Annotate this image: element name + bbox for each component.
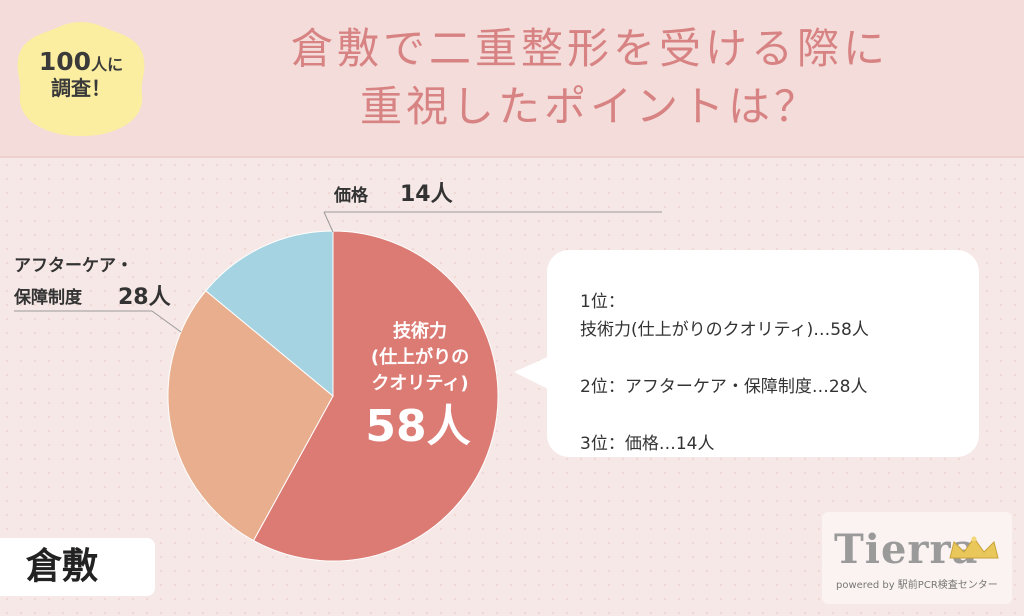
slice-label-line1: 技術力 xyxy=(393,320,447,342)
price-label-value: 14人 xyxy=(400,182,453,207)
page-title: 倉敷で二重整形を受ける際に 重視したポイントは？ xyxy=(190,20,990,136)
title-line2: 重視したポイントは？ xyxy=(359,82,820,131)
logo-subtitle: powered by 駅前PCR検査センター xyxy=(836,580,998,591)
badge-count: 100 xyxy=(38,47,92,76)
rank-3-text: 価格…14人 xyxy=(624,434,715,454)
slice-label-value: 58人 xyxy=(365,401,470,452)
brand-logo: Tierra powered by 駅前PCR検査センター xyxy=(822,512,1012,604)
slice-label-line2: (仕上がりの xyxy=(371,346,469,368)
rank-1-label: 1位： xyxy=(580,292,625,312)
rank-1-text: 技術力(仕上がりのクオリティ)…58人 xyxy=(580,320,869,340)
pie-slice-2 xyxy=(205,230,334,398)
aftercare-label-name-1: アフターケア・ xyxy=(14,256,133,276)
callout-pointer xyxy=(514,354,554,392)
aftercare-label-name-2: 保障制度 xyxy=(13,287,83,308)
ranking-list: 1位： 技術力(仕上がりのクオリティ)…58人 2位：アフターケア・保障制度…2… xyxy=(580,288,970,458)
slice-label-line3: クオリティ) xyxy=(371,373,468,394)
title-line1: 倉敷で二重整形を受ける際に xyxy=(290,24,889,73)
aftercare-label-value: 28人 xyxy=(118,285,171,310)
survey-badge: 100人に 調査！ xyxy=(12,18,150,140)
pie-slice-0 xyxy=(252,230,499,562)
price-leader-line xyxy=(323,211,334,233)
pie-slice-1 xyxy=(167,290,334,542)
badge-line2: 調査！ xyxy=(51,75,111,100)
ranking-callout xyxy=(547,250,979,457)
rank-2-text: アフターケア・保障制度…28人 xyxy=(624,377,868,397)
badge-burst-shape xyxy=(17,22,145,136)
crown-icon xyxy=(949,536,999,559)
aftercare-leader-line xyxy=(151,310,182,333)
price-label-name: 価格 xyxy=(333,185,369,206)
header-band xyxy=(0,0,1024,158)
badge-suffix: 人に xyxy=(91,55,124,74)
rank-2-label: 2位： xyxy=(580,377,625,397)
city-label: 倉敷 xyxy=(0,538,155,596)
rank-3-label: 3位： xyxy=(580,434,625,454)
